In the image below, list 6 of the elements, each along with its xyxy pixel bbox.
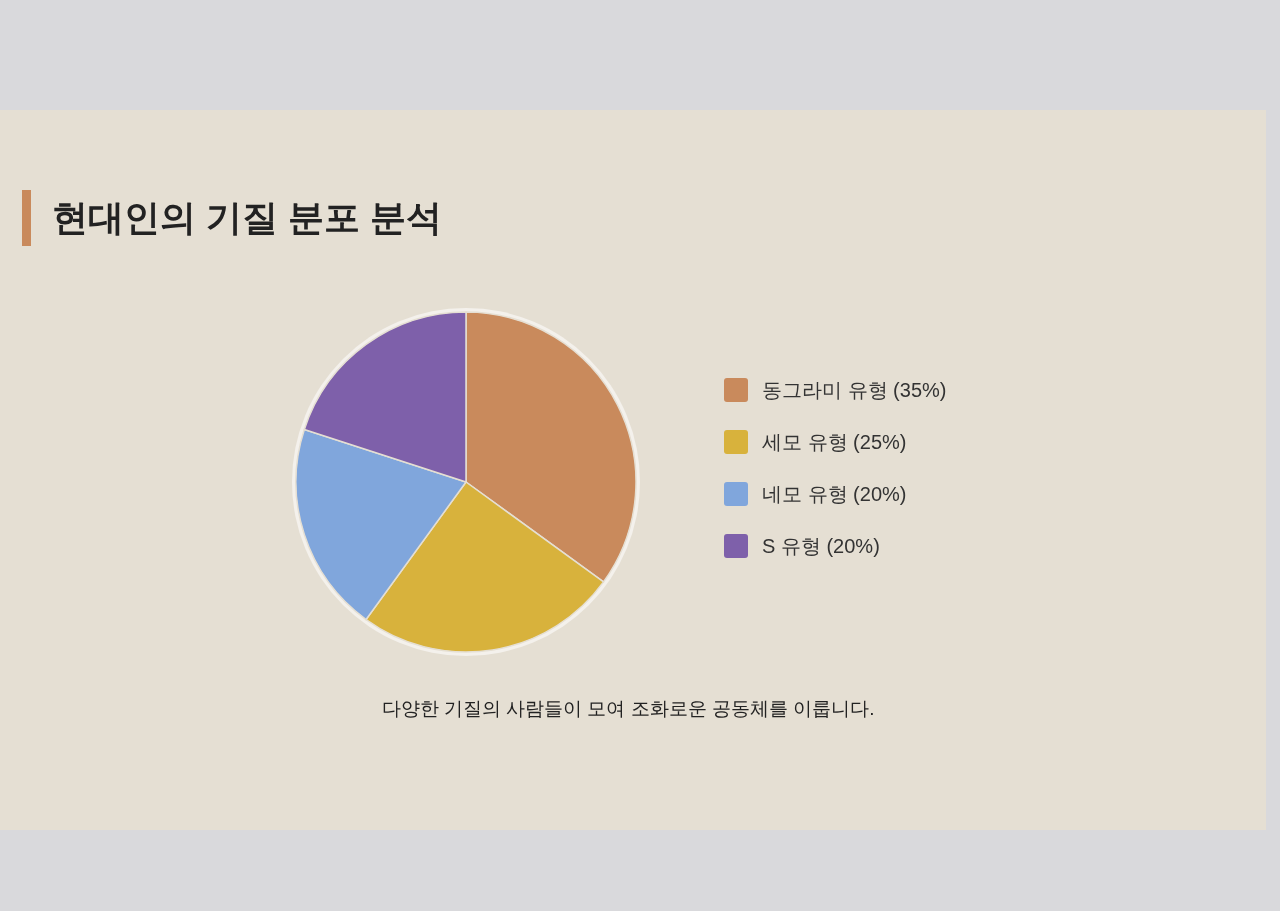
text: 다양한 기질의 사람들이 모여 조화로운 공동체를 이룹니다.: [381, 698, 875, 719]
legend-label: 네모 유형 (20%): [762, 483, 907, 505]
legend-label: S 유형 (20%): [762, 535, 880, 557]
chart-title: 현대인의 기질 분포 분석: [52, 197, 443, 238]
legend-label: 동그라미 유형 (35%): [762, 379, 947, 401]
legend-label: 세모 유형 (25%): [762, 431, 907, 453]
